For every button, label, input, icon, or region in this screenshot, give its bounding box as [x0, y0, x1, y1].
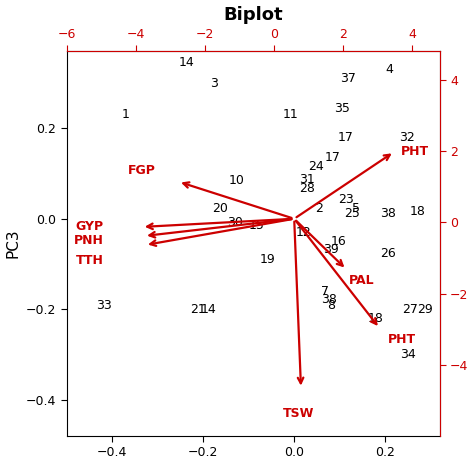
Text: 18: 18: [409, 205, 425, 218]
Text: 15: 15: [249, 219, 264, 232]
Text: TSW: TSW: [283, 406, 314, 419]
Text: 29: 29: [417, 303, 433, 316]
Text: PHT: PHT: [387, 333, 416, 346]
Text: 20: 20: [212, 202, 228, 215]
Text: 38: 38: [321, 293, 337, 306]
Text: 33: 33: [96, 299, 112, 312]
Text: 21: 21: [190, 303, 205, 316]
Text: 39: 39: [323, 243, 338, 256]
Text: 17: 17: [325, 152, 340, 165]
Text: 32: 32: [399, 131, 414, 144]
Text: 26: 26: [380, 247, 395, 260]
Title: Biplot: Biplot: [223, 6, 283, 24]
Text: PNH: PNH: [73, 234, 103, 247]
Text: TTH: TTH: [75, 254, 103, 267]
Text: FGP: FGP: [128, 164, 155, 177]
Text: PAL: PAL: [349, 274, 374, 287]
Text: 24: 24: [308, 159, 324, 173]
Text: 3: 3: [210, 77, 218, 90]
Text: 4: 4: [385, 63, 393, 76]
Text: 27: 27: [402, 303, 418, 316]
Text: 23: 23: [338, 193, 354, 206]
Text: 1: 1: [121, 108, 129, 121]
Text: 7: 7: [320, 285, 328, 298]
Text: 30: 30: [227, 216, 243, 229]
Text: 16: 16: [330, 235, 346, 248]
Text: 5: 5: [352, 202, 360, 215]
Text: 17: 17: [337, 131, 353, 144]
Text: 19: 19: [260, 253, 276, 266]
Text: GYP: GYP: [75, 220, 103, 233]
Text: 14: 14: [178, 56, 194, 69]
Text: 10: 10: [228, 174, 244, 187]
Y-axis label: PC3: PC3: [6, 229, 20, 259]
Text: 31: 31: [299, 173, 314, 186]
Text: 38: 38: [380, 207, 395, 220]
Text: 11: 11: [283, 108, 299, 121]
Text: 18: 18: [368, 312, 384, 325]
Text: 28: 28: [299, 182, 315, 195]
Text: 2: 2: [315, 202, 322, 215]
Text: 25: 25: [344, 207, 360, 220]
Text: 35: 35: [334, 102, 350, 115]
Text: PHT: PHT: [401, 145, 429, 158]
Text: 14: 14: [201, 303, 217, 316]
Text: 34: 34: [400, 348, 415, 361]
Text: 12: 12: [296, 226, 311, 239]
Text: 8: 8: [327, 299, 335, 312]
Text: 37: 37: [340, 72, 356, 85]
